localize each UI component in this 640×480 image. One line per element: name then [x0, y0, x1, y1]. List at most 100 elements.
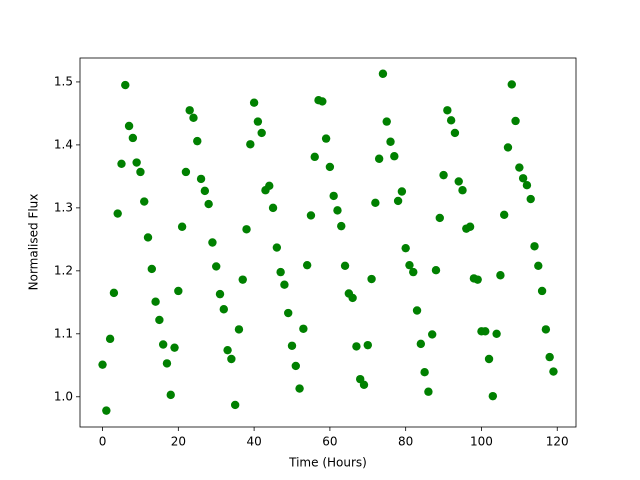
- point: [382, 117, 391, 126]
- point: [208, 238, 217, 247]
- point: [132, 158, 141, 167]
- y-tick-label: 1.3: [54, 200, 73, 214]
- x-axis-label: Time (Hours): [288, 456, 367, 470]
- point: [420, 368, 429, 377]
- point: [337, 221, 346, 231]
- x-tick-label: 20: [171, 435, 186, 449]
- y-axis-label: Normalised Flux: [27, 194, 41, 291]
- point: [424, 387, 433, 396]
- y-tick-label: 1.0: [54, 389, 73, 403]
- point: [265, 181, 274, 191]
- x-tick-label: 120: [546, 435, 569, 449]
- point: [98, 360, 107, 369]
- point: [348, 293, 357, 303]
- x-tick-label: 60: [322, 435, 337, 449]
- point: [481, 327, 490, 336]
- point: [121, 80, 130, 90]
- point: [291, 361, 300, 371]
- point: [124, 121, 134, 131]
- point: [136, 167, 145, 177]
- y-tick-label: 1.2: [54, 263, 73, 277]
- point: [109, 288, 119, 298]
- point: [272, 243, 282, 252]
- point: [409, 267, 418, 277]
- point: [435, 213, 444, 223]
- point: [329, 191, 338, 201]
- point: [158, 340, 168, 349]
- point: [253, 117, 263, 126]
- point: [215, 289, 225, 299]
- point: [549, 367, 558, 376]
- point: [268, 203, 278, 213]
- x-tick-label: 100: [470, 435, 493, 449]
- point: [450, 128, 460, 138]
- point: [242, 225, 251, 234]
- point: [530, 242, 539, 251]
- point: [200, 186, 210, 196]
- point: [401, 243, 410, 253]
- point: [105, 334, 115, 344]
- point: [295, 384, 304, 393]
- point: [352, 342, 361, 351]
- point: [518, 174, 528, 183]
- point: [174, 286, 183, 296]
- point: [526, 194, 535, 204]
- point: [113, 209, 122, 218]
- point: [147, 264, 157, 274]
- point: [325, 162, 335, 172]
- point: [284, 308, 293, 318]
- point: [397, 187, 407, 196]
- point: [416, 339, 426, 349]
- point: [386, 137, 395, 146]
- point: [246, 140, 255, 149]
- point: [177, 222, 187, 231]
- point: [488, 391, 498, 401]
- point: [333, 206, 342, 215]
- point: [318, 97, 327, 106]
- point: [484, 354, 494, 364]
- point: [390, 152, 399, 161]
- point: [458, 186, 467, 195]
- point: [310, 152, 319, 162]
- point: [249, 98, 259, 107]
- point: [140, 197, 149, 206]
- point: [371, 198, 380, 208]
- point: [302, 260, 312, 270]
- point: [155, 315, 164, 325]
- point: [412, 306, 422, 315]
- point: [367, 274, 376, 284]
- x-tick-label: 80: [398, 435, 413, 449]
- point: [492, 329, 501, 339]
- point: [230, 400, 240, 410]
- point: [238, 275, 247, 284]
- point: [280, 280, 289, 289]
- point: [257, 128, 266, 138]
- point: [496, 271, 505, 280]
- point: [223, 345, 232, 355]
- point: [503, 143, 513, 152]
- point: [102, 406, 111, 415]
- point: [446, 116, 456, 125]
- y-tick-label: 1.4: [54, 137, 73, 151]
- point: [522, 180, 532, 190]
- point: [431, 266, 441, 275]
- point: [219, 305, 228, 314]
- point: [287, 341, 297, 350]
- point: [363, 340, 372, 350]
- point: [340, 261, 350, 270]
- point: [443, 106, 452, 115]
- point: [204, 199, 213, 209]
- point: [405, 260, 414, 270]
- point: [439, 170, 448, 180]
- point: [545, 352, 554, 362]
- point: [393, 196, 403, 206]
- point: [151, 297, 160, 306]
- point: [234, 325, 244, 334]
- point: [511, 116, 520, 126]
- point: [143, 233, 153, 242]
- point: [189, 113, 198, 123]
- x-tick-label: 40: [246, 435, 261, 449]
- point: [166, 390, 175, 400]
- point: [454, 177, 463, 186]
- point: [181, 167, 191, 177]
